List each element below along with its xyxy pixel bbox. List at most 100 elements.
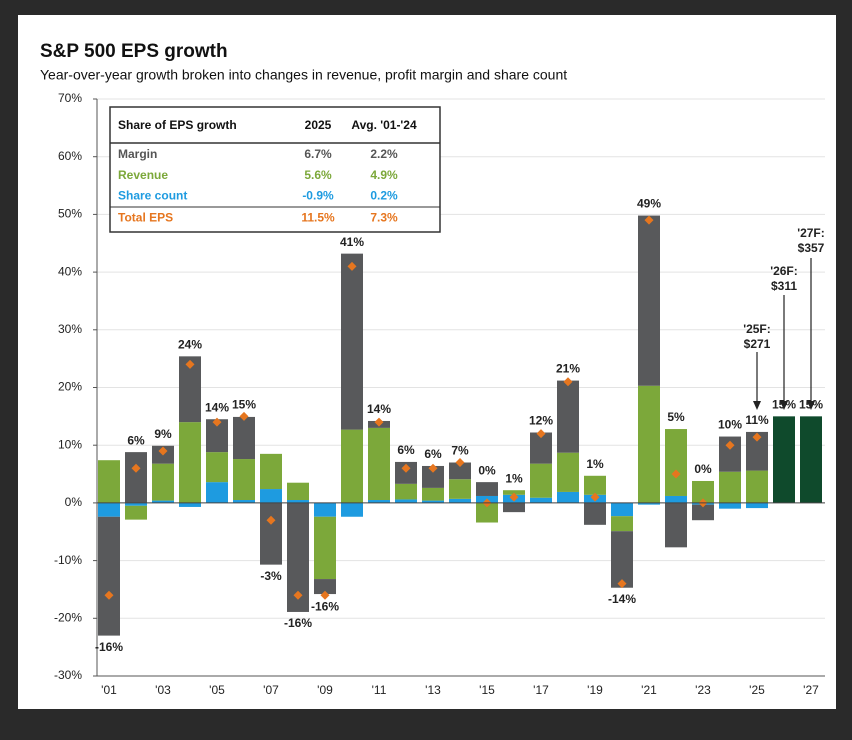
table-row-label: Share count	[118, 189, 187, 203]
data-label: 10%	[718, 418, 742, 432]
total-marker	[536, 429, 546, 439]
bar-segment	[341, 429, 363, 503]
annotation: $311	[771, 279, 797, 293]
data-label: 6%	[127, 433, 145, 447]
data-label: 21%	[556, 362, 580, 376]
annotation: $271	[744, 337, 771, 351]
bar-segment	[692, 504, 714, 521]
bar-segment	[611, 531, 633, 588]
bar-segment	[719, 471, 741, 503]
table-cell: 4.9%	[370, 168, 398, 182]
annotation: $357	[798, 241, 825, 255]
x-tick-label: '25	[749, 683, 765, 697]
x-tick-label: '11	[372, 683, 387, 697]
bar-segment	[638, 502, 660, 505]
total-marker	[590, 492, 600, 502]
x-tick-label: '15	[479, 683, 495, 697]
bar-segment	[314, 502, 336, 517]
total-marker	[617, 579, 627, 589]
annotation-arrowhead	[753, 401, 761, 410]
data-label: -3%	[260, 569, 282, 583]
x-tick-label: '17	[533, 683, 549, 697]
y-tick-label: 10%	[58, 437, 82, 451]
bar-segment	[665, 429, 687, 496]
bar-segment	[260, 453, 282, 490]
bar-segment	[530, 497, 552, 503]
bar-segment	[98, 460, 120, 503]
y-tick-label: 70%	[58, 91, 82, 105]
table-row-label: Total EPS	[118, 210, 173, 224]
annotation: '25F:	[743, 322, 771, 336]
bar-segment	[557, 452, 579, 492]
bar-segment	[206, 482, 228, 503]
total-marker	[644, 215, 654, 225]
total-marker	[320, 590, 330, 600]
data-label: 15%	[232, 398, 256, 412]
y-tick-label: 30%	[58, 322, 82, 336]
bar-segment	[422, 487, 444, 501]
table-cell: 0.2%	[370, 189, 398, 203]
data-label: 6%	[397, 443, 415, 457]
bar-segment	[611, 502, 633, 517]
y-tick-label: -30%	[54, 668, 82, 682]
total-marker	[374, 417, 384, 427]
bar-segment	[638, 215, 660, 386]
table-cell: -0.9%	[302, 189, 334, 203]
bar-segment	[665, 502, 687, 548]
chart-title: S&P 500 EPS growth	[40, 41, 228, 62]
data-label: -16%	[311, 599, 339, 613]
x-tick-label: '21	[641, 683, 657, 697]
bar-segment	[152, 463, 174, 501]
y-tick-label: 0%	[65, 495, 83, 509]
x-tick-label: '07	[263, 683, 279, 697]
data-label: 9%	[154, 427, 172, 441]
data-label: 7%	[451, 444, 469, 458]
forecast-bar	[800, 416, 822, 503]
total-marker	[563, 377, 573, 387]
y-tick-label: 50%	[58, 207, 82, 221]
bar-segment	[395, 461, 417, 484]
bar-segment	[584, 475, 606, 495]
bar-segment	[287, 500, 309, 503]
table-header: Share of EPS growth	[118, 118, 237, 132]
total-marker	[455, 458, 465, 468]
bar-segment	[395, 483, 417, 500]
data-label: -14%	[608, 592, 636, 606]
total-marker	[347, 261, 357, 271]
bar-segment	[341, 502, 363, 517]
bar-segment	[476, 502, 498, 523]
bar-segment	[287, 482, 309, 501]
table-cell: 2.2%	[370, 147, 398, 161]
bar-segment	[611, 516, 633, 532]
bar-segment	[746, 431, 768, 471]
bar-segment	[638, 385, 660, 503]
bar-segment	[98, 516, 120, 636]
bar-segment	[125, 452, 147, 503]
bar-segment	[233, 500, 255, 503]
bar-segment	[98, 502, 120, 517]
bar-segment	[746, 470, 768, 503]
bar-segment	[449, 462, 471, 480]
data-label: 24%	[178, 338, 202, 352]
annotation-arrowhead	[807, 401, 815, 410]
bar-segment	[530, 432, 552, 464]
table-cell: 5.6%	[304, 168, 332, 182]
annotation-arrowhead	[780, 401, 788, 410]
data-label: -16%	[284, 616, 312, 630]
bar-segment	[476, 482, 498, 496]
bar-segment	[341, 253, 363, 430]
total-marker	[671, 469, 681, 479]
table-row-label: Margin	[118, 147, 157, 161]
bar-segment	[368, 500, 390, 503]
total-marker	[239, 411, 249, 421]
total-marker	[401, 463, 411, 473]
data-label: 41%	[340, 235, 364, 249]
table-cell: 7.3%	[370, 210, 398, 224]
y-tick-label: -20%	[54, 610, 82, 624]
x-tick-label: '09	[317, 683, 333, 697]
bar-segment	[530, 463, 552, 498]
bar-segment	[125, 505, 147, 520]
y-tick-label: -10%	[54, 553, 82, 567]
x-tick-label: '27	[803, 683, 819, 697]
